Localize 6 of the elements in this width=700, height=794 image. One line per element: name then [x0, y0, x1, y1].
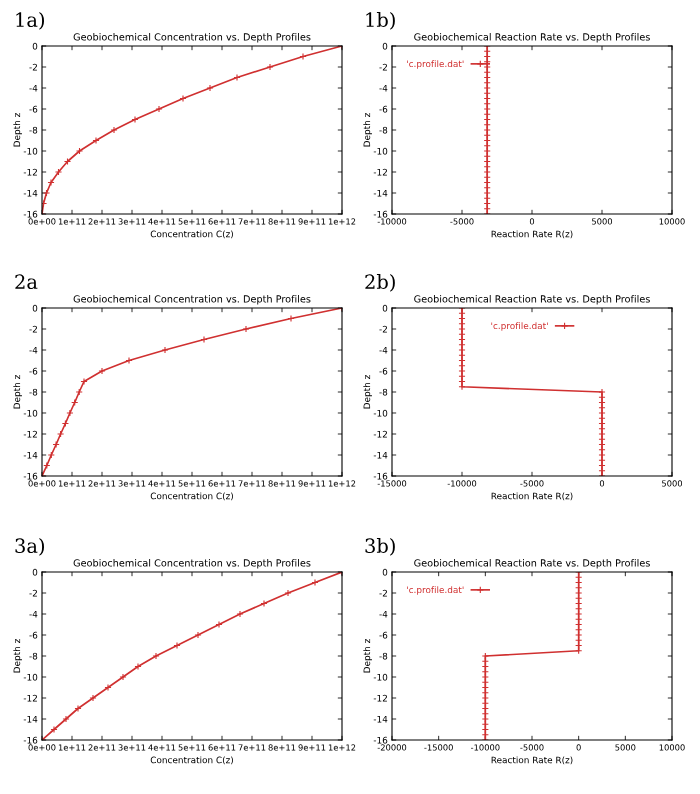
text: 3a) [15, 538, 45, 556]
text: 1b) [366, 12, 395, 30]
text: 2b) [365, 274, 395, 292]
text: 3b) [365, 538, 395, 556]
text: 2a [15, 274, 38, 290]
text: 1a) [16, 12, 45, 30]
